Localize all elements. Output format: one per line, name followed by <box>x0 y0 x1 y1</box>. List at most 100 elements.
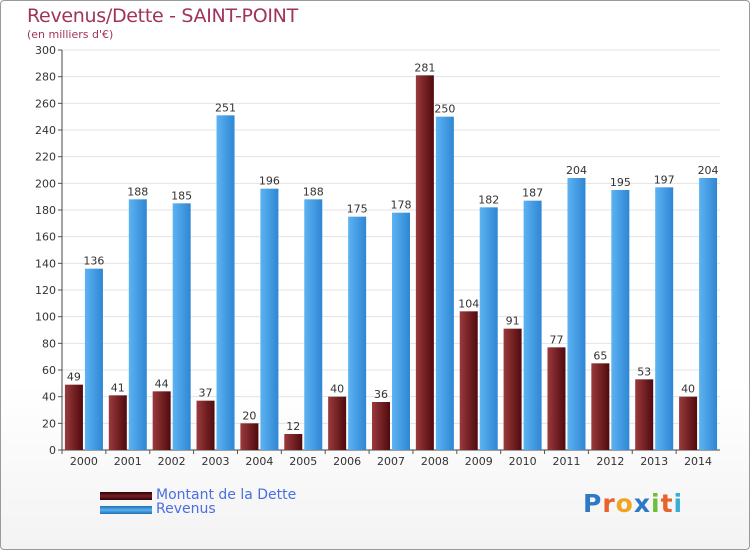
y-tick-label: 260 <box>35 97 56 110</box>
y-tick-label: 140 <box>35 257 56 270</box>
data-label: 195 <box>610 176 631 189</box>
y-tick-label: 100 <box>35 311 56 324</box>
chart-subtitle: (en milliers d'€) <box>27 28 114 41</box>
data-label: 12 <box>286 420 300 433</box>
bar-revenus <box>260 188 279 450</box>
data-label: 20 <box>242 409 256 422</box>
bar-revenus <box>392 212 410 450</box>
data-label: 91 <box>506 315 520 328</box>
bar-dette <box>284 434 303 450</box>
y-tick-label: 240 <box>35 124 56 137</box>
x-tick-label: 2007 <box>377 455 405 468</box>
bar-revenus <box>84 268 103 450</box>
bar-dette <box>679 396 698 450</box>
logo-letter: t <box>660 489 674 518</box>
y-tick-label: 200 <box>35 177 56 190</box>
y-tick-label: 60 <box>42 364 56 377</box>
bar-revenus <box>128 199 147 450</box>
data-label: 188 <box>303 185 324 198</box>
bar-revenus <box>611 190 630 450</box>
data-label: 104 <box>458 297 479 310</box>
data-labels: 49 136 41 188 44 185 37 251 20 196 12 188 40 175 36 178… <box>67 61 719 433</box>
bar-dette <box>196 400 215 450</box>
bar-revenus <box>304 199 323 450</box>
data-label: 196 <box>259 175 280 188</box>
axes: 0204060801001201401601802002202402602803… <box>35 44 720 468</box>
x-tick-label: 2004 <box>245 455 273 468</box>
x-tick-label: 2014 <box>684 455 712 468</box>
legend-label-dette: Montant de la Dette <box>156 487 297 503</box>
bar-revenus <box>655 187 674 451</box>
y-tick-label: 180 <box>35 204 56 217</box>
x-tick-label: 2003 <box>202 455 230 468</box>
data-label: 53 <box>637 365 651 378</box>
data-label: 49 <box>67 371 81 384</box>
chart-title: Revenus/Dette - SAINT-POINT <box>27 5 298 27</box>
y-tick-label: 20 <box>42 417 56 430</box>
data-label: 178 <box>391 199 412 212</box>
bar-dette <box>547 347 566 450</box>
bar-revenus <box>523 200 542 450</box>
data-label: 40 <box>681 383 695 396</box>
x-tick-label: 2008 <box>421 455 449 468</box>
bars <box>64 75 718 451</box>
bar-revenus <box>216 115 235 450</box>
bar-dette <box>415 75 434 450</box>
bar-dette <box>152 391 171 450</box>
logo-letter: i <box>651 489 661 518</box>
x-tick-label: 2012 <box>596 455 624 468</box>
legend-swatch-dette <box>100 492 152 500</box>
legend-swatch-revenus <box>100 506 152 514</box>
logo-letter: P <box>583 489 603 518</box>
data-label: 36 <box>374 388 388 401</box>
bar-revenus <box>699 178 718 450</box>
bar-dette <box>328 396 347 450</box>
logo-letter: o <box>615 489 634 518</box>
x-tick-label: 2002 <box>158 455 186 468</box>
x-tick-label: 2010 <box>509 455 537 468</box>
data-label: 44 <box>155 377 169 390</box>
data-label: 41 <box>111 381 125 394</box>
data-label: 37 <box>199 387 213 400</box>
bar-dette <box>635 379 654 450</box>
data-label: 65 <box>593 349 607 362</box>
data-label: 250 <box>434 103 455 116</box>
grid-lines <box>62 49 720 451</box>
data-label: 204 <box>566 164 587 177</box>
data-label: 182 <box>478 193 499 206</box>
x-tick-label: 2000 <box>70 455 98 468</box>
bar-dette <box>108 395 127 450</box>
data-label: 77 <box>549 333 563 346</box>
x-tick-label: 2006 <box>333 455 361 468</box>
data-label: 251 <box>215 101 236 114</box>
bar-revenus <box>479 207 498 450</box>
legend-label-revenus: Revenus <box>156 501 216 517</box>
logo-letter: r <box>602 489 616 518</box>
y-tick-label: 300 <box>35 44 56 57</box>
bar-dette <box>372 402 390 450</box>
y-tick-label: 280 <box>35 71 56 84</box>
bar-revenus <box>172 203 191 450</box>
y-tick-label: 120 <box>35 284 56 297</box>
bar-dette <box>591 363 610 450</box>
y-tick-label: 160 <box>35 231 56 244</box>
bar-dette <box>64 384 83 450</box>
bar-dette <box>459 311 478 450</box>
x-tick-label: 2013 <box>640 455 668 468</box>
data-label: 40 <box>330 383 344 396</box>
y-tick-label: 80 <box>42 337 56 350</box>
proxiti-logo: Proxiti <box>583 489 683 518</box>
bar-revenus <box>435 116 454 451</box>
data-label: 175 <box>347 203 368 216</box>
data-label: 187 <box>522 187 543 200</box>
bar-revenus <box>348 216 367 450</box>
x-tick-label: 2001 <box>114 455 142 468</box>
logo-letter: x <box>633 489 651 518</box>
x-tick-label: 2011 <box>552 455 580 468</box>
x-tick-label: 2009 <box>465 455 493 468</box>
data-label: 281 <box>414 61 435 74</box>
y-tick-label: 40 <box>42 391 56 404</box>
data-label: 136 <box>83 255 104 268</box>
bar-dette <box>240 423 259 450</box>
